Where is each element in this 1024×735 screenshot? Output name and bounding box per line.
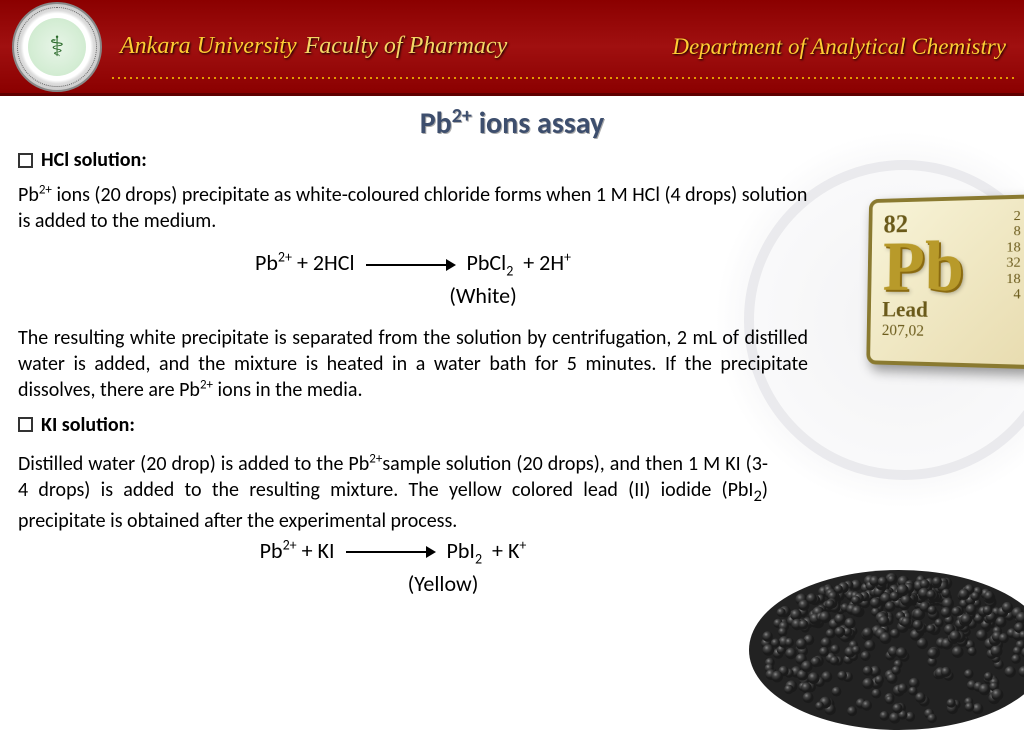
department-name: Department of Analytical Chemistry [672, 34, 1006, 60]
section-heading-hcl: HCl solution: [18, 148, 1006, 172]
shell-value: 2 [1006, 209, 1020, 225]
header-text-row: Ankara University Faculty of Pharmacy De… [102, 33, 1024, 60]
university-name: Ankara University [120, 33, 297, 60]
equation-ki: Pb2+ + KI PbI2 + K+ (Yellow) [18, 536, 768, 599]
bullet-square-icon [18, 417, 33, 432]
faculty-name: Faculty of Pharmacy [305, 33, 508, 60]
equation-hcl: Pb2+ + 2HCl PbCl2 + 2H+ (White) [18, 248, 808, 311]
header-divider-dots [110, 77, 1014, 79]
atomic-mass: 207,02 [882, 322, 1019, 343]
shell-value: 4 [1006, 287, 1020, 303]
lead-pellets-image [724, 500, 1024, 730]
eq-hcl-right: PbCl2 + 2H+ [466, 249, 571, 276]
electron-shells: 2 8 18 32 18 4 [1006, 209, 1021, 303]
eq-ki-left: Pb2+ + KI [260, 537, 335, 564]
eq-hcl-left: Pb2+ + 2HCl [255, 249, 355, 276]
page-title: Pb2+ ions assay [18, 104, 1006, 142]
hcl-paragraph-1: Pb2+ ions (20 drops) precipitate as whit… [18, 182, 808, 234]
reaction-arrow-icon [366, 259, 456, 271]
ki-paragraph: Distilled water (20 drop) is added to th… [18, 451, 768, 534]
reaction-arrow-icon [346, 546, 436, 558]
shell-value: 32 [1006, 256, 1020, 272]
section-heading-ki-label: KI solution: [41, 413, 135, 437]
shell-value: 8 [1006, 224, 1020, 240]
periodic-element-tile: 82 Pb Lead 207,02 2 8 18 32 18 4 [866, 194, 1024, 369]
section-heading-ki: KI solution: [18, 413, 1006, 437]
eq-hcl-note: (White) [449, 282, 517, 309]
section-heading-hcl-label: HCl solution: [41, 148, 147, 172]
header-banner: ⚕ Ankara University Faculty of Pharmacy … [0, 0, 1024, 96]
eq-ki-right: PbI2 + K+ [447, 537, 527, 564]
seal-icon: ⚕ [28, 18, 86, 76]
hcl-paragraph-2: The resulting white precipitate is separ… [18, 325, 808, 403]
element-symbol: Pb [882, 233, 1018, 299]
university-seal: ⚕ [12, 2, 102, 92]
eq-ki-note: (Yellow) [408, 570, 479, 597]
shell-value: 18 [1006, 240, 1020, 256]
bullet-square-icon [18, 153, 33, 168]
shell-value: 18 [1006, 271, 1020, 287]
